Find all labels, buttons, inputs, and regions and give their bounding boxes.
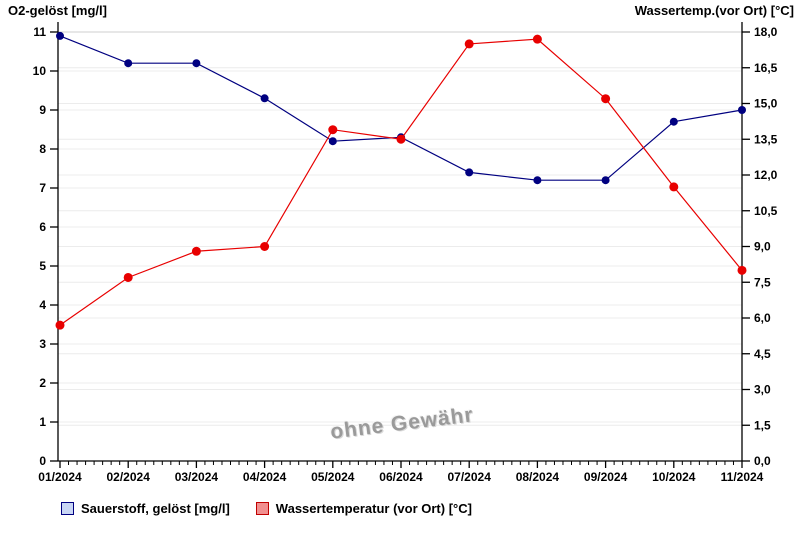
- right-axis-tick-label: 15,0: [754, 97, 778, 111]
- right-axis-tick-label: 3,0: [754, 383, 771, 397]
- x-axis-tick-label: 11/2024: [721, 470, 764, 484]
- series-point: [464, 39, 474, 49]
- right-axis-tick-label: 6,0: [754, 311, 771, 325]
- right-axis-tick-label: 1,5: [754, 418, 771, 432]
- left-axis-tick-label: 0: [39, 454, 46, 468]
- series-point: [396, 134, 406, 144]
- series-point: [260, 242, 270, 251]
- series-point: [601, 94, 611, 104]
- legend-swatch-icon: [255, 502, 269, 515]
- x-axis-tick-label: 02/2024: [107, 470, 151, 484]
- series-point: [328, 125, 338, 135]
- left-axis-tick-label: 9: [39, 103, 46, 117]
- x-axis-tick-label: 10/2024: [652, 470, 696, 484]
- series-point: [260, 94, 269, 103]
- left-axis-tick-label: 2: [39, 376, 46, 390]
- legend-label: Wassertemperatur (vor Ort) [°C]: [275, 501, 472, 516]
- series-point: [533, 176, 542, 185]
- series-point: [737, 265, 747, 275]
- left-axis-tick-label: 5: [39, 259, 46, 273]
- left-axis-tick-label: 4: [39, 298, 46, 312]
- left-axis-tick-label: 3: [39, 337, 46, 351]
- right-axis-tick-label: 12,0: [754, 168, 778, 182]
- right-axis-tick-label: 10,5: [754, 204, 778, 218]
- x-axis-tick-label: 04/2024: [243, 470, 287, 484]
- left-axis-tick-label: 10: [33, 64, 47, 78]
- right-axis-tick-label: 16,5: [754, 61, 778, 75]
- x-axis-tick-label: 03/2024: [175, 470, 219, 484]
- series-point: [465, 168, 474, 177]
- x-axis-tick-label: 05/2024: [311, 470, 355, 484]
- legend-swatch-icon: [61, 502, 74, 515]
- series-line: [59, 35, 743, 181]
- left-axis-title: O2-gelöst [mg/l]: [8, 3, 107, 18]
- series-point: [532, 34, 542, 44]
- chart-legend: Sauerstoff, gelöst [mg/l] Wassertemperatu…: [61, 501, 472, 516]
- left-axis-tick-label: 1: [39, 415, 46, 429]
- right-axis-tick-label: 13,5: [754, 132, 778, 146]
- right-axis-tick-label: 7,5: [754, 275, 771, 289]
- right-axis-tick-label: 0,0: [754, 454, 771, 468]
- series-point: [738, 106, 746, 114]
- legend-item: Sauerstoff, gelöst [mg/l]: [61, 501, 230, 516]
- series-point: [124, 59, 133, 68]
- series-point: [56, 31, 64, 40]
- series-point: [669, 182, 679, 192]
- series-point: [191, 246, 201, 256]
- x-axis-tick-label: 06/2024: [379, 470, 423, 484]
- right-axis-tick-label: 18,0: [754, 25, 778, 39]
- x-axis-tick-label: 09/2024: [584, 470, 628, 484]
- x-axis-tick-label: 01/2024: [38, 470, 82, 484]
- line-chart-plot-area: 0 1 2 3 4 5 6 7 8 9 10 11 0,0 1,5 3,0 4,5 6,0 7,5 9,0 10,5 1…: [33, 22, 778, 484]
- left-axis-tick-label: 8: [39, 142, 46, 156]
- series-point: [601, 176, 610, 185]
- series-point: [669, 117, 678, 126]
- right-axis-tick-label: 9,0: [754, 240, 771, 254]
- series-point: [192, 59, 201, 68]
- series-point: [328, 137, 337, 146]
- left-axis-tick-label: 11: [33, 25, 46, 39]
- left-axis-tick-label: 7: [39, 181, 46, 195]
- x-axis-tick-label: 08/2024: [516, 470, 560, 484]
- right-axis-title: Wassertemp.(vor Ort) [°C]: [634, 3, 794, 18]
- legend-item: Wassertemperatur (vor Ort) [°C]: [255, 501, 472, 516]
- series-point: [55, 320, 65, 330]
- left-axis-tick-label: 6: [39, 220, 46, 234]
- right-axis-tick-label: 4,5: [754, 347, 771, 361]
- legend-label: Sauerstoff, gelöst [mg/l]: [81, 501, 230, 516]
- x-axis-tick-label: 07/2024: [448, 470, 492, 484]
- series-point: [123, 272, 133, 282]
